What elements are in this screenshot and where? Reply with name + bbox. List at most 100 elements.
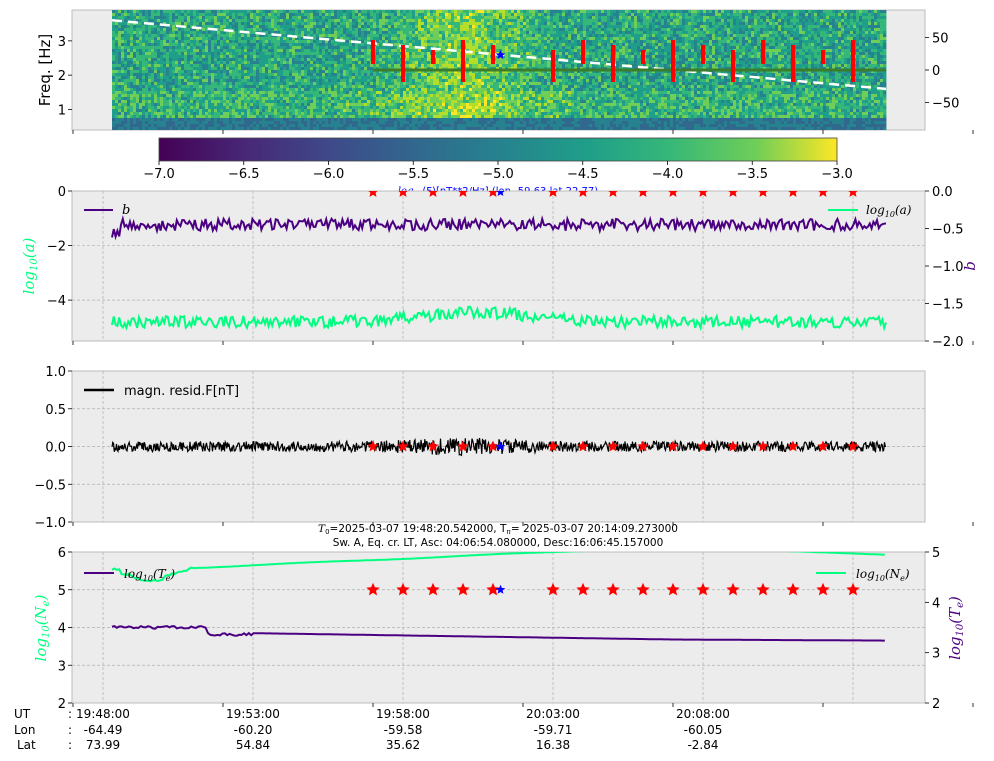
spectrogram-cell bbox=[166, 40, 170, 44]
spectrogram-cell bbox=[178, 49, 182, 53]
spectrogram-cell bbox=[280, 55, 284, 59]
spectrogram-cell bbox=[151, 100, 155, 104]
spectrogram-cell bbox=[373, 25, 377, 29]
spectrogram-cell bbox=[340, 85, 344, 89]
spectrogram-cell bbox=[289, 70, 293, 74]
spectrogram-cell bbox=[166, 97, 170, 101]
spectrogram-cell bbox=[226, 82, 230, 86]
spectrogram-cell bbox=[199, 70, 203, 74]
spectrogram-cell bbox=[145, 70, 149, 74]
spectrogram-cell bbox=[289, 52, 293, 56]
spectrogram-cell bbox=[202, 49, 206, 53]
spectrogram-cell bbox=[280, 28, 284, 32]
spectrogram-cell bbox=[322, 40, 326, 44]
spectrogram-cell bbox=[283, 100, 287, 104]
spectrogram-cell bbox=[370, 112, 374, 116]
spectrogram-cell bbox=[469, 112, 473, 116]
spectrogram-cell bbox=[433, 103, 437, 107]
spectrogram-cell bbox=[229, 25, 233, 29]
spectrogram-cell bbox=[403, 121, 407, 125]
spectrogram-cell bbox=[226, 118, 230, 122]
spectrogram-cell bbox=[160, 10, 164, 14]
spectrogram-cell bbox=[241, 46, 245, 50]
spectrogram-cell bbox=[163, 109, 167, 113]
spectrogram-cell bbox=[409, 40, 413, 44]
spectrogram-cell bbox=[442, 25, 446, 29]
spectrogram-cell bbox=[394, 106, 398, 110]
spectrogram-cell bbox=[421, 73, 425, 77]
spectrogram-cell bbox=[238, 88, 242, 92]
spectrogram-cell bbox=[307, 16, 311, 20]
spectrogram-cell bbox=[205, 115, 209, 119]
spectrogram-cell bbox=[193, 103, 197, 107]
spectrogram-cell bbox=[349, 118, 353, 122]
spectrogram-cell bbox=[373, 112, 377, 116]
spectrogram-cell bbox=[262, 97, 266, 101]
spectrogram-cell bbox=[406, 85, 410, 89]
spectrogram-cell bbox=[364, 22, 368, 26]
spectrogram-cell bbox=[394, 43, 398, 47]
spectrogram-cell bbox=[190, 127, 194, 130]
spectrogram-cell bbox=[295, 85, 299, 89]
spectrogram-cell bbox=[313, 28, 317, 32]
spectrogram-cell bbox=[301, 16, 305, 20]
spectrogram-cell bbox=[412, 28, 416, 32]
spectrogram-cell bbox=[199, 19, 203, 23]
spectrogram-cell bbox=[286, 88, 290, 92]
spectrogram-cell bbox=[241, 97, 245, 101]
spectrogram-cell bbox=[313, 79, 317, 83]
spectrogram-cell bbox=[202, 76, 206, 80]
spectrogram-cell bbox=[127, 34, 131, 38]
spectrogram-cell bbox=[481, 25, 485, 29]
spectrogram-cell bbox=[448, 106, 452, 110]
spectrogram-cell bbox=[154, 85, 158, 89]
spectrogram-cell bbox=[325, 118, 329, 122]
spectrogram-cell bbox=[226, 64, 230, 68]
spectrogram-cell bbox=[217, 76, 221, 80]
spectrogram-cell bbox=[385, 64, 389, 68]
spectrogram-cell bbox=[394, 52, 398, 56]
spectrogram-cell bbox=[262, 100, 266, 104]
spectrogram-cell bbox=[391, 16, 395, 20]
spectrogram-cell bbox=[250, 121, 254, 125]
spectrogram-cell bbox=[295, 109, 299, 113]
spectrogram-cell bbox=[439, 58, 443, 62]
spectrogram-cell bbox=[400, 82, 404, 86]
spectrogram-cell bbox=[385, 13, 389, 17]
spectrogram-cell bbox=[328, 43, 332, 47]
spectrogram-cell bbox=[397, 61, 401, 65]
spectrogram-cell bbox=[373, 115, 377, 119]
spectrogram-cell bbox=[400, 121, 404, 125]
spectrogram-cell bbox=[283, 79, 287, 83]
spectrogram-cell bbox=[298, 70, 302, 74]
spectrogram-cell bbox=[196, 118, 200, 122]
spectrogram-cell bbox=[160, 40, 164, 44]
spectrogram-cell bbox=[226, 85, 230, 89]
spectrogram-cell bbox=[136, 25, 140, 29]
spectrogram-cell bbox=[277, 91, 281, 95]
spectrogram-cell bbox=[313, 22, 317, 26]
spectrogram-cell bbox=[301, 40, 305, 44]
spectrogram-cell bbox=[280, 64, 284, 68]
spectrogram-cell bbox=[274, 88, 278, 92]
spectrogram-cell bbox=[160, 43, 164, 47]
spectrogram-cell bbox=[415, 100, 419, 104]
spectrogram-cell bbox=[178, 121, 182, 125]
spectrogram-cell bbox=[295, 55, 299, 59]
spectrogram-cell bbox=[382, 28, 386, 32]
spectrogram-cell bbox=[457, 112, 461, 116]
spectrogram-cell bbox=[112, 28, 116, 32]
spectrogram-cell bbox=[367, 121, 371, 125]
spectrogram-cell bbox=[139, 46, 143, 50]
spectrogram-cell bbox=[343, 19, 347, 23]
spectrogram-cell bbox=[265, 82, 269, 86]
spectrogram-cell bbox=[394, 118, 398, 122]
spectrogram-cell bbox=[427, 28, 431, 32]
spectrogram-cell bbox=[226, 37, 230, 41]
spectrogram-cell bbox=[157, 34, 161, 38]
spectrogram-cell bbox=[154, 22, 158, 26]
spectrogram-cell bbox=[364, 10, 368, 14]
spectrogram-cell bbox=[136, 88, 140, 92]
spectrogram-cell bbox=[433, 85, 437, 89]
spectrogram-cell bbox=[148, 49, 152, 53]
